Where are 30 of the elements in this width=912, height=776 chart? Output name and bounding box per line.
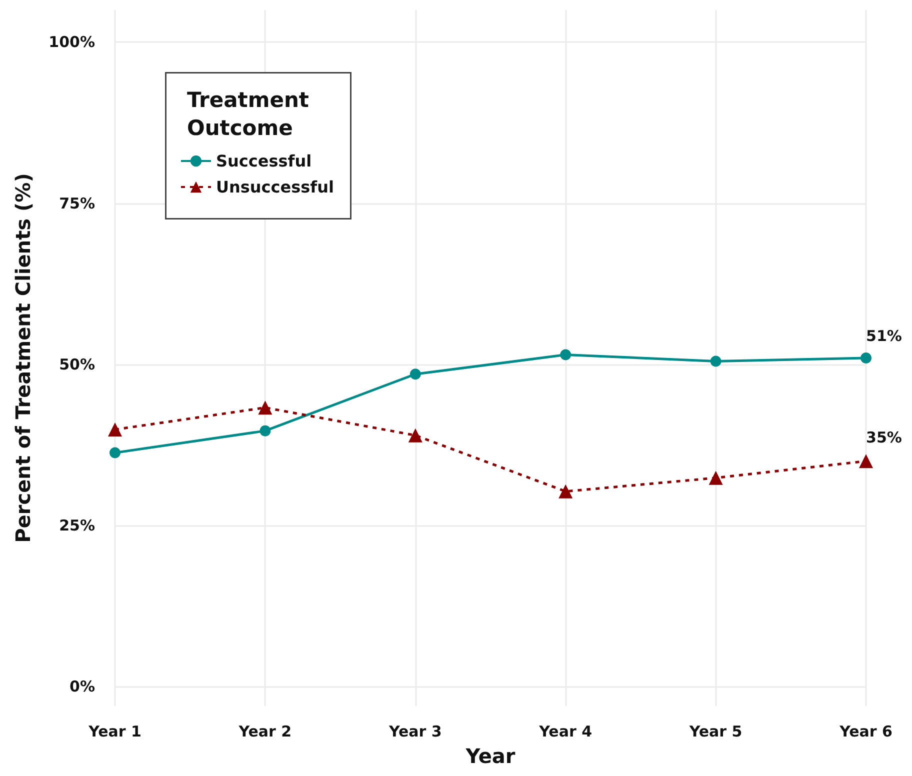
- point: [859, 454, 873, 468]
- x-tick-label: Year 1: [88, 722, 142, 740]
- x-tick-label: Year 3: [388, 722, 442, 740]
- point: [108, 422, 122, 437]
- point: [260, 425, 271, 436]
- y-tick-label: 100%: [48, 33, 95, 52]
- x-tick-label: Year 4: [538, 722, 592, 740]
- point: [258, 400, 272, 415]
- x-tick-label: Year 6: [838, 722, 892, 740]
- y-tick-label: 75%: [59, 194, 95, 212]
- x-tick-label: Year 2: [238, 722, 292, 740]
- point: [560, 349, 572, 360]
- point: [860, 352, 872, 364]
- y-tick-label: 25%: [59, 516, 95, 535]
- point: [408, 428, 422, 442]
- point: [110, 447, 120, 458]
- x-axis-title: Year: [464, 744, 516, 768]
- point: [410, 368, 421, 380]
- y-axis-title: Percent of Treatment Clients (%): [11, 173, 35, 543]
- y-tick-label: 50%: [59, 355, 95, 374]
- data-label: 51%: [866, 327, 902, 345]
- point: [558, 484, 573, 498]
- x-tick-label: Year 5: [688, 722, 742, 740]
- point: [708, 470, 723, 485]
- legend-label: Unsuccessful: [216, 178, 334, 196]
- point: [710, 356, 722, 367]
- legend-label: Successful: [216, 152, 312, 170]
- data-label: 35%: [866, 428, 902, 447]
- legend-title: Treatment Outcome: [187, 88, 316, 140]
- y-tick-label: 0%: [70, 678, 95, 696]
